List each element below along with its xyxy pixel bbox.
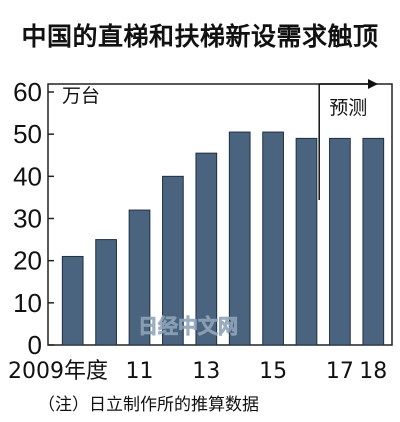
- y-tick-label: 40: [13, 161, 42, 191]
- watermark-logo: 日经中文网: [138, 314, 238, 338]
- x-tick-label: 15: [259, 359, 287, 384]
- y-unit-label: 万台: [62, 85, 100, 107]
- bar: [329, 137, 351, 346]
- bar: [95, 239, 117, 346]
- y-tick-label: 10: [13, 288, 42, 318]
- x-tick-label: 13: [192, 359, 220, 384]
- forecast-arrowhead: [368, 79, 378, 89]
- y-tick-label: 20: [13, 246, 42, 276]
- plot-frame: [47, 83, 393, 346]
- x-tick-label: 18: [359, 359, 387, 384]
- y-tick-label: 60: [13, 77, 42, 107]
- bar: [228, 131, 251, 346]
- bar: [295, 137, 318, 346]
- x-tick-label: 17: [326, 359, 354, 384]
- forecast-label-bg: [325, 94, 372, 120]
- forecast-label: 预测: [329, 97, 367, 119]
- chart-note: （注）日立制作所的推算数据: [38, 395, 259, 415]
- bar: [362, 137, 385, 346]
- y-tick-label: 0: [28, 330, 42, 360]
- bar: [195, 152, 218, 346]
- bar: [128, 209, 151, 346]
- y-tick-label: 50: [13, 119, 42, 149]
- bar: [61, 255, 84, 346]
- x-tick-label: 11: [126, 359, 154, 384]
- x-tick-label: 2009年度: [8, 359, 108, 384]
- bar: [162, 175, 184, 346]
- bar: [262, 131, 284, 346]
- chart-title: 中国的直梯和扶梯新设需求触顶: [21, 22, 379, 51]
- y-tick-label: 30: [13, 204, 42, 234]
